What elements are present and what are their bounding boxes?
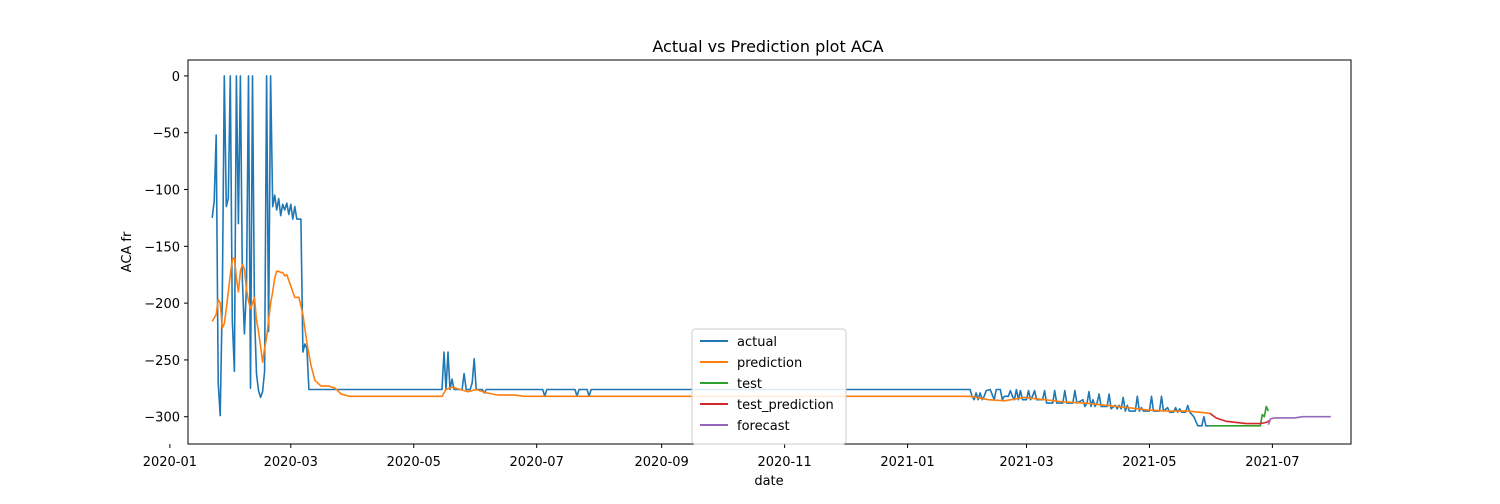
legend-box	[691, 328, 847, 445]
x-tick-label: 2020-05	[387, 455, 441, 470]
y-tick-label: −200	[144, 297, 180, 312]
y-tick-label: −100	[144, 184, 180, 199]
legend: actual prediction test test_predictionforec…	[691, 328, 847, 445]
x-tick-label: 2021-03	[999, 455, 1053, 470]
y-tick-label: −300	[144, 411, 180, 426]
x-tick-label: 2021-01	[880, 455, 934, 470]
legend-label-prediction: prediction	[737, 356, 802, 371]
y-tick-label: −250	[144, 354, 180, 369]
x-tick-label: 2020-09	[635, 455, 689, 470]
chart-title: Actual vs Prediction plot ACA	[652, 37, 883, 56]
series-line-test_prediction	[1209, 412, 1271, 425]
series-line-forecast	[1267, 415, 1331, 425]
y-tick-label: −50	[153, 127, 180, 142]
y-axis-label: ACA fr	[120, 231, 135, 272]
legend-label-forecast: forecast	[737, 419, 790, 434]
legend-label-test: test	[737, 377, 762, 392]
y-tick-label: −150	[144, 240, 180, 255]
legend-label-actual: actual	[737, 335, 777, 350]
legend-label-test_prediction: test_prediction	[737, 398, 834, 413]
x-tick-label: 2021-07	[1245, 455, 1299, 470]
x-tick-label: 2020-01	[143, 455, 197, 470]
series-line-test	[1209, 405, 1270, 427]
x-axis: 2020-01 2020-03 2020-05 2020-07 2020-09 2020-…	[143, 444, 1300, 470]
x-tick-label: 2020-03	[264, 455, 318, 470]
y-axis: 0 −50 −100 −150 −200 −250 −300	[144, 70, 188, 426]
x-tick-label: 2021-05	[1122, 455, 1176, 470]
x-axis-label: date	[754, 474, 783, 489]
x-tick-label: 2020-07	[510, 455, 564, 470]
y-tick-label: 0	[172, 70, 180, 85]
x-tick-label: 2020-11	[757, 455, 811, 470]
